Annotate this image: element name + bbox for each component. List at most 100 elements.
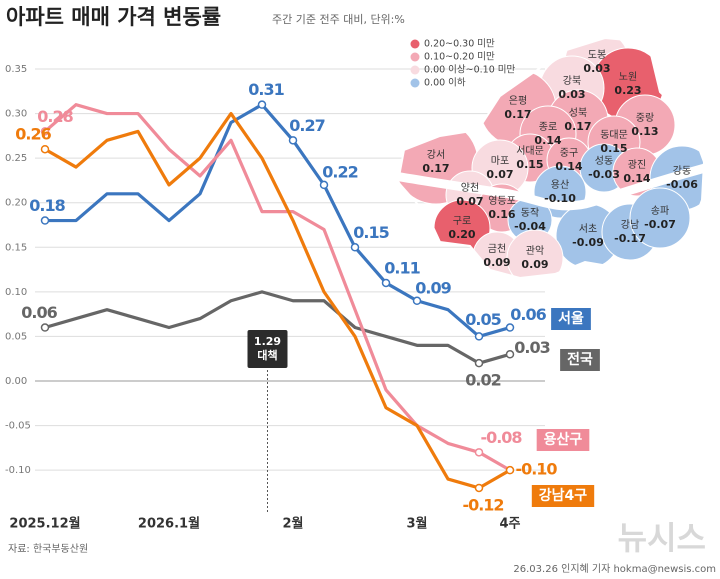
district-name: 종로 — [539, 121, 557, 133]
district-name: 은평 — [509, 95, 527, 107]
district-name: 양천 — [461, 182, 479, 194]
x-tick-label: 3월 — [406, 516, 427, 532]
map: 0.20~0.30 미만0.10~0.20 미만0.00 이상~0.10 미만0… — [396, 36, 706, 280]
point — [412, 296, 422, 306]
legend-box — [531, 485, 595, 507]
series-line — [45, 103, 511, 339]
annotation-box — [247, 330, 288, 368]
y-tick-label: 0.35 — [5, 64, 27, 75]
district-value: 0.17 — [422, 162, 449, 175]
point — [257, 100, 267, 109]
y-tick-label: -0.10 — [5, 465, 31, 476]
district-name: 금천 — [488, 243, 506, 255]
x-tick-label: 2월 — [282, 516, 303, 532]
y-tick-label: 0.20 — [5, 198, 27, 209]
value-label: 0.15 — [353, 223, 389, 242]
legend-label: 전국 — [567, 351, 593, 368]
y-tick-label: 0.10 — [5, 287, 27, 298]
map-legend-label: 0.00 이상~0.10 미만 — [424, 65, 516, 76]
map-legend-label: 0.00 이하 — [424, 77, 466, 89]
plot-area: 0.35 0.30 0.25 0.20 0.15 0.10 0.05 0.00 -0.05 -0.… — [5, 64, 600, 532]
district-value: -0.09 — [572, 236, 604, 249]
district-value: 0.09 — [483, 256, 510, 269]
legend-label: 강남4구 — [539, 487, 588, 504]
value-label: 0.26 — [15, 125, 51, 144]
value-label: 0.06 — [21, 303, 57, 322]
value-label: 0.06 — [510, 305, 546, 324]
value-label: 0.02 — [465, 371, 500, 390]
district — [506, 229, 564, 278]
district-value: 0.17 — [564, 120, 591, 133]
watermark: 뉴시스 — [618, 519, 706, 557]
district-value: 0.07 — [486, 168, 513, 181]
district-name: 노원 — [619, 71, 637, 83]
district-value: -0.03 — [588, 168, 620, 181]
district — [629, 187, 691, 249]
point — [319, 180, 329, 190]
value-label: 0.09 — [415, 278, 451, 297]
district-value: 0.20 — [448, 228, 475, 241]
district-value: -0.17 — [614, 232, 646, 245]
district-name: 성동 — [595, 155, 613, 167]
value-label: 0.31 — [248, 80, 284, 99]
district-name: 강서 — [427, 149, 445, 161]
district-value: 0.07 — [456, 195, 483, 208]
point — [505, 465, 515, 475]
value-label: 0.27 — [289, 116, 324, 135]
y-tick-label: 0.15 — [5, 242, 27, 253]
legend-box — [560, 349, 600, 371]
y-tick-label: -0.05 — [5, 421, 31, 432]
value-label: 0.22 — [322, 162, 357, 181]
district-name: 마포 — [491, 155, 509, 167]
point — [474, 483, 484, 493]
point — [505, 323, 515, 332]
district-value: 0.16 — [488, 208, 515, 221]
district-name: 도봉 — [588, 49, 606, 61]
district-name: 광진 — [628, 159, 646, 171]
outline-stroke — [396, 36, 706, 280]
y-tick-label: 0.05 — [5, 331, 27, 342]
point — [40, 144, 50, 154]
map-legend-dot — [410, 52, 420, 62]
point — [288, 136, 298, 145]
point — [381, 278, 391, 288]
district-name: 동대문 — [600, 129, 628, 141]
district-name: 강남 — [621, 219, 639, 231]
district-value: -0.07 — [644, 218, 676, 231]
source: 자료: 한국부동산원 — [8, 543, 88, 555]
district-value: 0.17 — [504, 108, 531, 121]
legend-box — [536, 429, 590, 451]
value-label: -0.12 — [462, 495, 503, 514]
district-name: 송파 — [651, 205, 669, 217]
district-name: 성북 — [569, 107, 587, 119]
map-legend-dot — [410, 39, 420, 49]
point — [40, 323, 50, 332]
river — [398, 163, 704, 211]
district-value: -0.06 — [666, 178, 698, 191]
district-name: 중구 — [560, 147, 578, 159]
district-name: 구로 — [453, 216, 471, 227]
district-value: 0.23 — [614, 84, 641, 97]
district-name: 영등포 — [488, 195, 516, 207]
district-name: 강북 — [563, 75, 581, 87]
point — [474, 448, 484, 457]
district-name: 동작 — [521, 207, 539, 219]
chart-title: 아파트 매매 가격 변동률 — [6, 5, 221, 29]
chart-subtitle: 주간 기준 전주 대비, 단위:% — [272, 13, 405, 26]
y-tick-label: 0.30 — [5, 109, 27, 120]
district-value: 0.15 — [516, 158, 543, 171]
district-name: 중랑 — [636, 112, 654, 124]
district-value: -0.04 — [514, 220, 546, 233]
value-label: 0.11 — [384, 258, 420, 277]
district-name: 서대문 — [516, 145, 544, 157]
series-line — [43, 103, 511, 472]
district-value: 0.09 — [521, 258, 548, 271]
point — [474, 332, 484, 341]
annotation: 1.29 대책 — [254, 335, 281, 362]
value-label: 0.28 — [37, 107, 73, 126]
district-name: 용산 — [551, 179, 569, 191]
map-legend-dot — [410, 65, 420, 75]
value-label: 0.05 — [465, 310, 501, 329]
district-name: 관악 — [526, 245, 544, 257]
